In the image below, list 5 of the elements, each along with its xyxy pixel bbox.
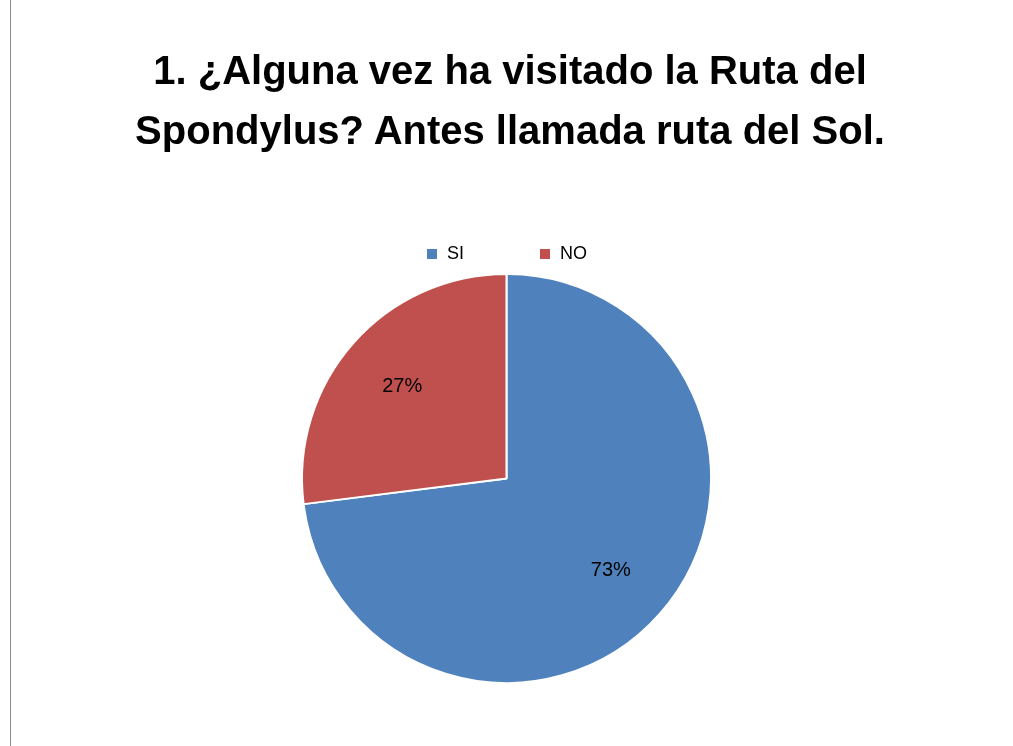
data-label: 73%: [590, 557, 632, 580]
legend-label: SI: [447, 242, 465, 263]
data-label: 27%: [382, 374, 423, 397]
legend-label: NO: [560, 242, 587, 263]
chart-title: 1. ¿Alguna vez ha visitado la Ruta del Spondylus? Antes llamada ruta del Sol.: [134, 47, 886, 154]
